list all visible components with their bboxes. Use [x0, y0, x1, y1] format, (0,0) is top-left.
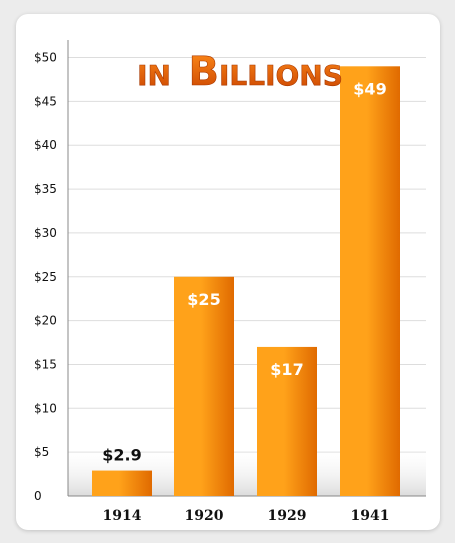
x-tick-label: 1914: [103, 508, 142, 524]
chart-title: in Billions: [137, 49, 343, 95]
y-tick-label: $10: [34, 401, 57, 415]
data-label-1914: $2.9: [102, 446, 141, 465]
chart-title-part-2: Billions: [189, 49, 343, 95]
bars: [92, 66, 400, 497]
bar-1941: [340, 66, 400, 497]
y-tick-label: $50: [34, 51, 57, 65]
y-tick-label: $30: [34, 226, 57, 240]
y-tick-label: $45: [34, 94, 57, 108]
data-label-1941: $49: [353, 79, 386, 98]
chart-title-part-1: in: [137, 49, 171, 95]
data-label-1929: $17: [270, 360, 303, 379]
y-tick-label: 0: [34, 489, 42, 503]
y-tick-label: $35: [34, 182, 57, 196]
y-tick-label: $40: [34, 138, 57, 152]
bar-1929: [257, 346, 317, 496]
bar-1914: [92, 470, 152, 496]
bar-1920: [174, 276, 234, 496]
y-tick-label: $20: [34, 314, 57, 328]
x-tick-label: 1920: [185, 508, 224, 524]
y-axis-tick-labels: 0 $5 $10 $15 $20 $25 $30 $35 $40 $45 $50: [34, 51, 57, 503]
y-tick-label: $25: [34, 270, 57, 284]
data-label-1920: $25: [187, 290, 220, 309]
y-tick-label: $5: [34, 445, 49, 459]
x-tick-label: 1941: [351, 508, 390, 524]
x-axis-tick-labels: 1914 1920 1929 1941: [103, 508, 390, 524]
x-tick-label: 1929: [268, 508, 307, 524]
y-tick-label: $15: [34, 357, 57, 371]
data-labels: $2.9 $25 $17 $49: [102, 79, 386, 464]
